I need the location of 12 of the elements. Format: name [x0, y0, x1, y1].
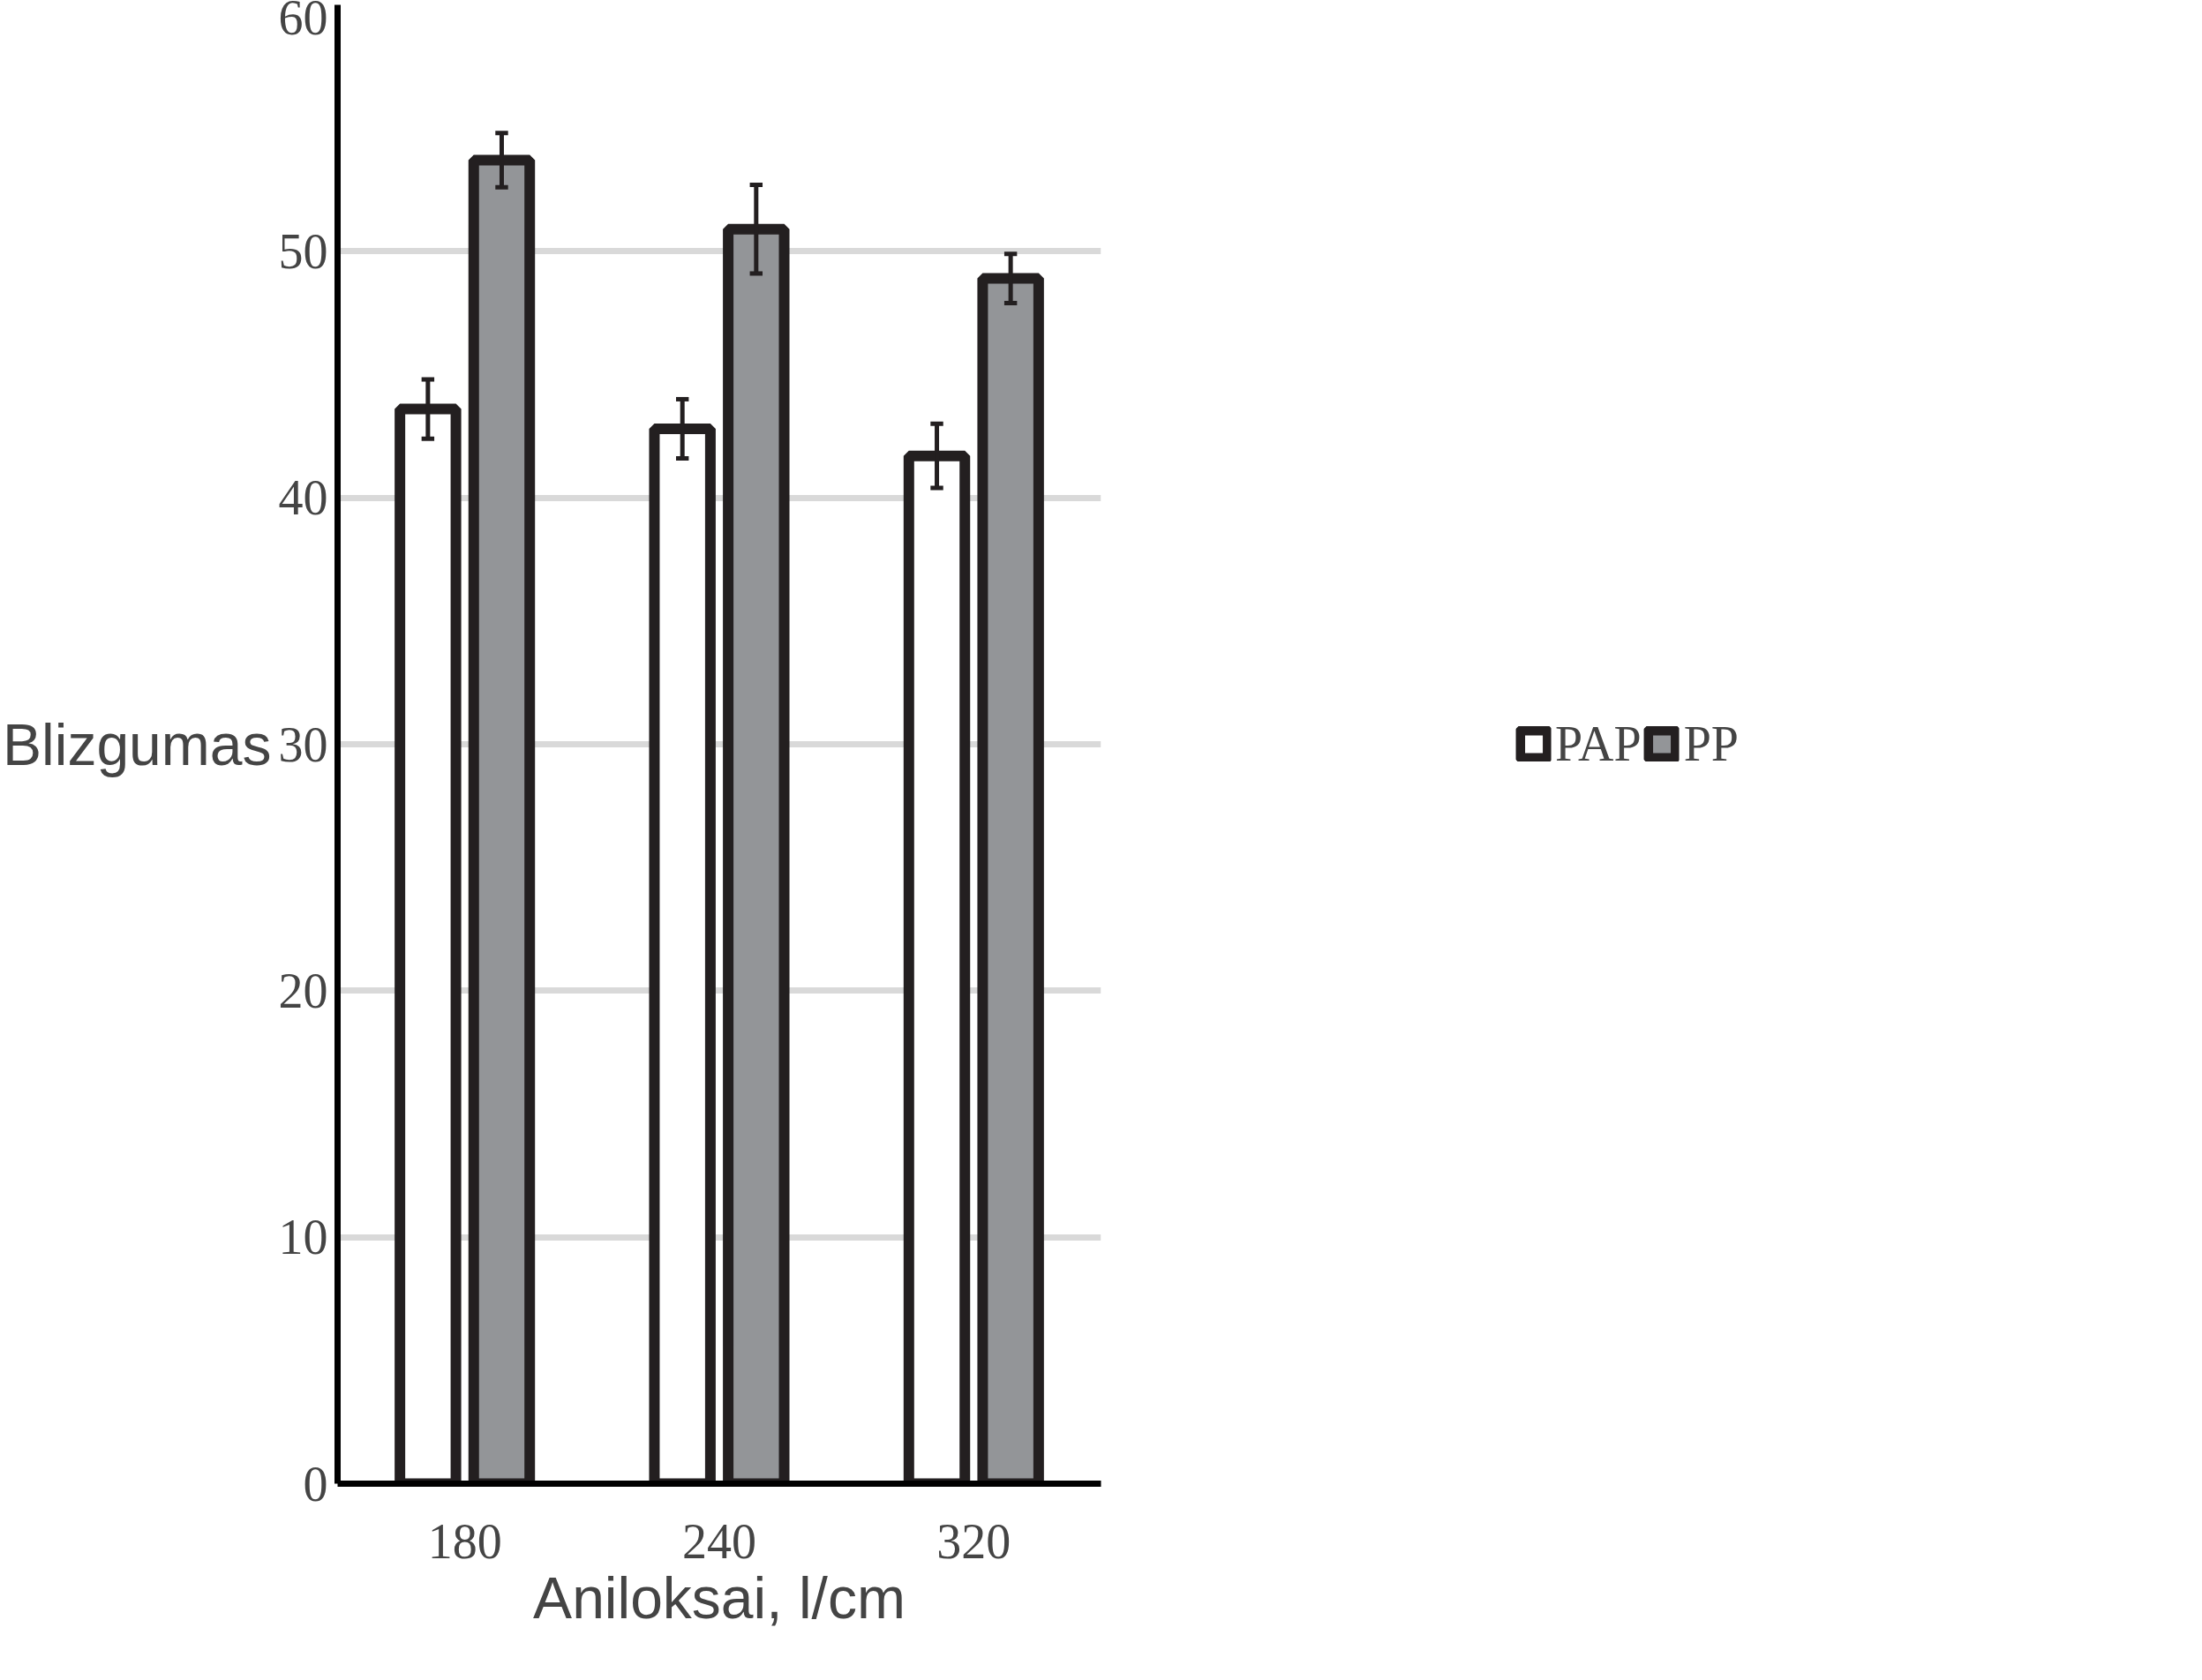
y-tick-label: 0: [303, 1456, 328, 1511]
legend-label: PAP: [1555, 716, 1642, 772]
y-axis-title: Blizgumas: [3, 711, 272, 777]
y-tick-label: 40: [278, 470, 328, 526]
x-tick-label: 180: [427, 1513, 502, 1569]
y-tick-label: 30: [278, 716, 328, 772]
y-tick-label: 10: [278, 1210, 328, 1265]
y-tick-label: 20: [278, 963, 328, 1018]
y-tick-label: 50: [278, 223, 328, 279]
legend-label: PP: [1683, 716, 1739, 772]
x-tick-label: 320: [936, 1513, 1011, 1569]
y-tick-label: 60: [278, 0, 328, 45]
